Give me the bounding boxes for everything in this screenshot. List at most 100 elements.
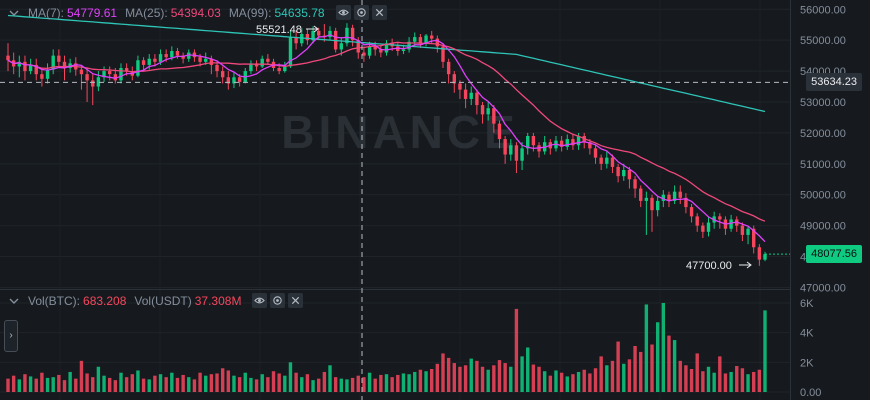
volume-bar: [492, 365, 496, 392]
low-price-label: 47700.00: [686, 260, 732, 272]
volume-bar: [712, 372, 716, 392]
price-tick-label: 51000.00: [800, 159, 846, 171]
candle-body: [475, 92, 479, 106]
volume-bar: [339, 378, 344, 392]
candle-body: [17, 61, 21, 67]
candle-body: [124, 68, 129, 72]
candle-body: [379, 49, 383, 53]
volume-bar: [164, 377, 168, 392]
price-tick-label: 49000.00: [800, 221, 846, 233]
candle-body: [85, 74, 89, 81]
eye-icon[interactable]: [335, 5, 351, 20]
volume-bar: [96, 366, 101, 392]
volume-bar: [723, 373, 728, 392]
arrow-right-icon: [306, 25, 319, 33]
candle-body: [576, 136, 581, 146]
price-axis[interactable]: 56000.0055000.0054000.0053000.0052000.00…: [800, 4, 846, 294]
candle-body: [28, 64, 33, 72]
ma25-line: [7, 41, 766, 222]
vol-btc-value: 683.208: [83, 293, 127, 308]
volume-bar: [537, 366, 541, 392]
candle-body: [435, 38, 440, 47]
volume-bar: [661, 302, 666, 392]
volume-bar: [91, 377, 95, 392]
candle-body: [91, 80, 95, 87]
volume-bar: [480, 366, 485, 392]
vol-btc-label: Vol(BTC):: [28, 293, 81, 308]
candle-body: [113, 74, 118, 81]
candle-body: [311, 30, 315, 41]
candle-body: [695, 216, 699, 226]
candle-body: [249, 63, 253, 72]
candle-body: [520, 148, 524, 161]
main-legend: MA(7): 54779.61 MA(25): 54394.03 MA(99):…: [8, 5, 387, 20]
volume-bar: [605, 365, 609, 392]
candle-body: [367, 46, 372, 56]
candle-body: [226, 77, 231, 84]
ma99-label: MA(99):: [228, 5, 272, 20]
volume-bar: [74, 378, 78, 392]
candle-body: [486, 108, 490, 115]
ma7-line: [7, 34, 766, 243]
settings-icon[interactable]: [270, 293, 286, 308]
volume-bar: [102, 375, 106, 392]
expand-panel-handle[interactable]: ›: [4, 320, 18, 352]
candle-body: [350, 27, 355, 41]
volume-bar: [356, 375, 360, 392]
candle-body: [605, 157, 609, 164]
volume-bar: [158, 374, 163, 392]
candle-body: [593, 148, 598, 158]
candle-body: [339, 43, 344, 50]
volume-bar: [283, 375, 287, 392]
candle-body: [418, 37, 423, 44]
volume-bar: [610, 360, 615, 392]
volume-bar: [684, 365, 688, 392]
candle-body: [237, 77, 242, 82]
volume-tick-label: 4K: [800, 328, 814, 340]
candle-body: [23, 61, 27, 72]
volume-bar: [328, 365, 332, 392]
volume-bar: [735, 366, 739, 392]
candle-body: [650, 197, 654, 211]
candle-body: [158, 54, 163, 62]
close-icon[interactable]: [371, 5, 387, 20]
volume-bar: [689, 369, 694, 392]
volume-axis[interactable]: 6K 4K 2K 0.00: [800, 298, 821, 399]
eye-icon[interactable]: [252, 293, 268, 308]
annotations: 55521.48 47700.00: [256, 24, 752, 272]
chevron-down-icon[interactable]: [8, 295, 20, 307]
volume-bar: [350, 377, 355, 392]
candle-body: [429, 35, 434, 39]
volume-bar: [458, 366, 462, 392]
settings-icon[interactable]: [353, 5, 369, 20]
volume-bar: [226, 370, 231, 392]
arrow-right-icon: [739, 261, 752, 269]
crosshair: [0, 0, 790, 400]
volume-bar: [514, 308, 519, 392]
volume-bar: [401, 373, 406, 392]
current-price-label: 48077.56: [806, 245, 862, 264]
volume-bar: [300, 377, 304, 392]
candle-body: [571, 139, 575, 146]
price-tick-label: 53000.00: [800, 97, 846, 109]
candle-body: [492, 108, 496, 124]
chevron-down-icon[interactable]: [8, 7, 20, 19]
watermark: BINANCE: [281, 106, 519, 158]
candle-body: [639, 188, 643, 201]
volume-bar: [576, 371, 581, 392]
candle-body: [678, 191, 682, 198]
candle-body: [458, 83, 462, 90]
volume-bar: [345, 379, 349, 392]
volume-bar: [616, 341, 620, 392]
close-icon[interactable]: [288, 293, 304, 308]
volume-bar: [147, 379, 151, 392]
volume-bar: [305, 374, 310, 392]
volume-bar: [34, 378, 38, 392]
candle-body: [198, 57, 202, 62]
volume-bar: [271, 371, 276, 392]
candle-body: [644, 197, 649, 201]
volume-bar: [294, 372, 298, 392]
candle-body: [215, 64, 219, 72]
ma7-label: MA(7):: [28, 5, 64, 20]
